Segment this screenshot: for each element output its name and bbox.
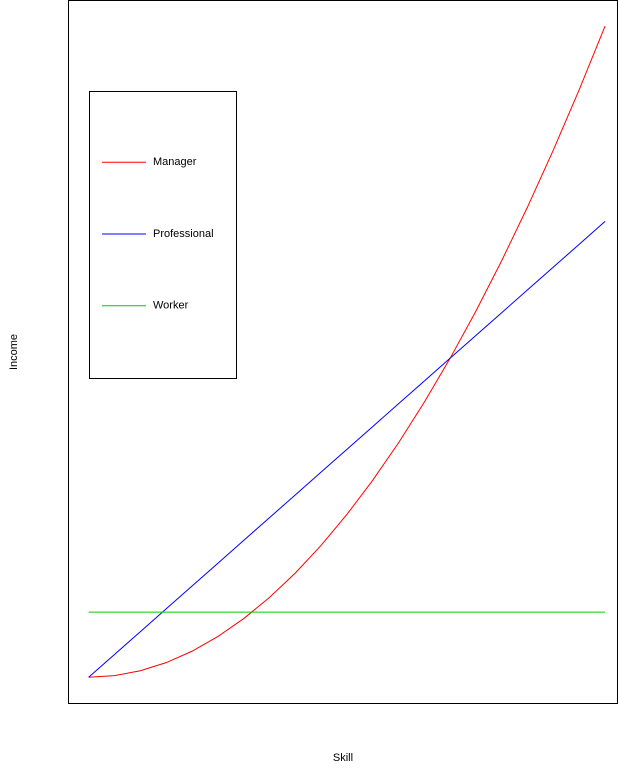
y-axis-label: Income [8, 334, 20, 370]
series-line [88, 221, 606, 678]
legend-label: Manager [153, 156, 197, 168]
legend-label: Worker [153, 300, 189, 312]
series-line [88, 25, 606, 678]
legend-box [89, 91, 237, 379]
x-axis-label: Skill [333, 752, 353, 764]
legend-label: Professional [153, 228, 214, 240]
